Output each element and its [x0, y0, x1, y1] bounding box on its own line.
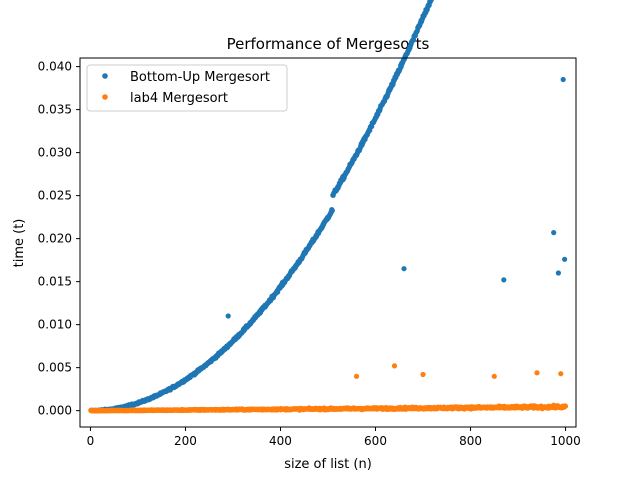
outlier-point	[560, 76, 566, 83]
y-tick-label: 0.030	[38, 146, 72, 160]
legend-marker-bottom-up	[102, 73, 108, 79]
y-tick-label: 0.000	[38, 404, 72, 418]
outlier-point	[501, 277, 507, 283]
legend-marker-lab4	[102, 94, 108, 100]
outlier-point	[491, 373, 497, 379]
x-axis-ticks: 0 200 400 600 800 1000	[87, 427, 581, 448]
outlier-point	[420, 371, 426, 378]
y-axis-label: time (t)	[12, 219, 27, 268]
scatter-points	[88, 0, 569, 414]
legend-box	[86, 64, 288, 112]
outlier-point	[562, 256, 568, 262]
data-point	[562, 403, 569, 409]
outlier-point	[555, 270, 562, 276]
outlier-point	[534, 370, 540, 376]
data-point	[429, 0, 435, 1]
y-tick-label: 0.005	[38, 361, 72, 375]
outlier-point	[391, 363, 398, 369]
data-point	[329, 208, 335, 214]
y-tick-label: 0.010	[38, 318, 72, 332]
y-tick-label: 0.015	[38, 275, 72, 289]
x-tick-label: 200	[174, 434, 197, 448]
series-lab4-mergesort	[88, 363, 569, 414]
legend: Bottom-Up Mergesort lab4 Mergesort	[86, 64, 288, 112]
outlier-point	[551, 230, 557, 236]
outlier-point	[401, 266, 407, 272]
x-tick-label: 1000	[550, 434, 581, 448]
x-tick-label: 800	[459, 434, 482, 448]
y-tick-label: 0.035	[38, 103, 72, 117]
y-axis-ticks: 0.000 0.005 0.010 0.015 0.020 0.025 0.030 0.035…	[38, 60, 80, 418]
x-tick-label: 400	[269, 434, 292, 448]
outlier-point	[353, 373, 360, 379]
plot-frame	[79, 57, 577, 428]
outlier-point	[225, 313, 231, 319]
x-axis-label: size of list (n)	[284, 457, 372, 472]
y-tick-label: 0.020	[38, 232, 72, 246]
x-tick-label: 600	[364, 434, 387, 448]
y-tick-label: 0.040	[38, 60, 72, 74]
legend-label-bottom-up: Bottom-Up Mergesort	[130, 70, 270, 85]
outlier-point	[558, 371, 564, 377]
legend-label-lab4: lab4 Mergesort	[130, 91, 228, 106]
x-tick-label: 0	[87, 434, 95, 448]
chart-title: Performance of Mergesorts	[227, 35, 430, 53]
y-tick-label: 0.025	[38, 189, 72, 203]
